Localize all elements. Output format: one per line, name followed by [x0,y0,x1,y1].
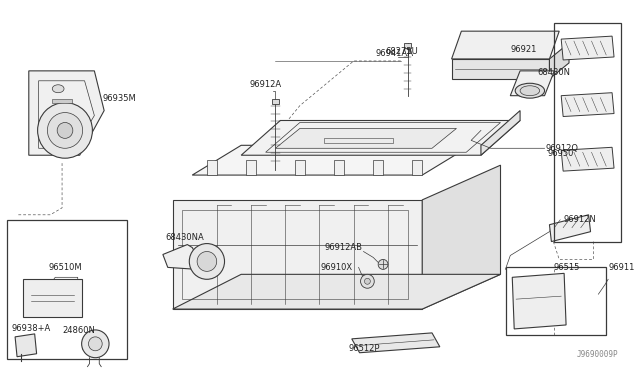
Polygon shape [241,121,520,155]
Circle shape [88,337,102,351]
Polygon shape [561,36,614,60]
Polygon shape [23,279,82,317]
Polygon shape [452,31,559,59]
Circle shape [197,251,217,271]
Polygon shape [412,160,422,175]
Polygon shape [173,200,422,309]
Text: 96510M: 96510M [49,263,82,272]
Text: 96515: 96515 [554,263,580,272]
Text: 96512P: 96512P [349,344,380,353]
Polygon shape [15,334,36,357]
Ellipse shape [515,83,545,98]
Text: 68430NA: 68430NA [166,233,205,242]
Circle shape [47,113,83,148]
Circle shape [57,122,73,138]
Polygon shape [561,147,614,171]
Text: 24860N: 24860N [62,326,95,336]
Circle shape [360,274,374,288]
Text: 96935M: 96935M [102,94,136,103]
Polygon shape [510,71,554,96]
Circle shape [364,278,371,284]
Ellipse shape [520,86,540,96]
Text: 96938+A: 96938+A [11,324,51,333]
Circle shape [38,103,92,158]
Text: J9690009P: J9690009P [577,350,618,359]
Polygon shape [373,160,383,175]
Circle shape [189,244,225,279]
Text: 68275U: 68275U [385,46,418,55]
Polygon shape [352,333,440,353]
Polygon shape [512,273,566,329]
Polygon shape [550,215,591,241]
Polygon shape [173,274,500,309]
Polygon shape [271,99,279,104]
Polygon shape [207,160,217,175]
Polygon shape [275,128,456,148]
Circle shape [82,330,109,358]
Polygon shape [52,99,72,103]
Polygon shape [246,160,256,175]
Text: 96912AB: 96912AB [324,243,362,252]
Text: 96950: 96950 [547,149,574,158]
Text: 96921: 96921 [510,45,537,54]
Text: 96912N: 96912N [563,215,596,224]
Polygon shape [481,110,520,155]
Bar [7,220,127,359]
Bar [506,267,606,335]
Polygon shape [163,244,202,269]
Polygon shape [295,160,305,175]
Polygon shape [550,43,569,79]
Text: 96912Q: 96912Q [545,144,579,153]
Bar [554,23,621,241]
Polygon shape [334,160,344,175]
Polygon shape [29,71,104,155]
Polygon shape [404,43,412,48]
Text: 96912A: 96912A [250,80,282,89]
Ellipse shape [52,85,64,93]
Text: 96911: 96911 [608,263,634,272]
Polygon shape [422,165,500,309]
Text: 96941AA: 96941AA [375,48,413,58]
Polygon shape [452,59,550,79]
Circle shape [378,259,388,269]
Text: 96910X: 96910X [321,263,353,272]
Polygon shape [192,145,471,175]
Text: 68430N: 68430N [538,68,571,77]
Polygon shape [561,93,614,116]
